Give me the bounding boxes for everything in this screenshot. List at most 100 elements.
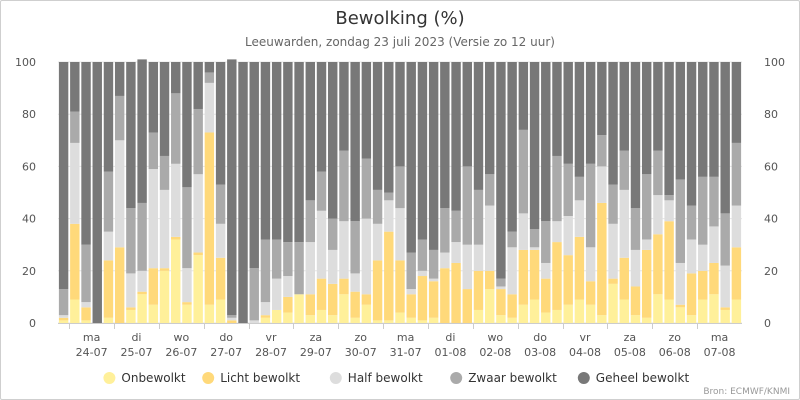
y-tick-label-left: 80 — [22, 108, 36, 121]
bar-segment-licht-bewolkt — [709, 262, 719, 295]
legend-item[interactable]: Geheel bewolkt — [577, 371, 690, 385]
bar-segment-onbewolkt — [271, 309, 282, 323]
bar-segment-half-bewolkt — [720, 265, 730, 308]
bar-segment-zwaar-bewolkt — [686, 205, 697, 240]
bar-segment-zwaar-bewolkt — [249, 268, 259, 321]
bar-segment-licht-bewolkt — [675, 304, 686, 308]
bar-segment-half-bewolkt — [260, 302, 271, 316]
bar-segment-onbewolkt — [126, 309, 136, 323]
bar-segment-half-bewolkt — [395, 208, 405, 261]
bar-segment-licht-bewolkt — [451, 262, 461, 323]
bar-segment-licht-bewolkt — [372, 260, 383, 321]
bar-segment-half-bewolkt — [126, 273, 136, 308]
bar-segment-onbewolkt — [675, 307, 686, 323]
bar-segment-half-bewolkt — [114, 140, 125, 248]
bar-segment-licht-bewolkt — [496, 289, 506, 316]
legend-item[interactable]: Half bewolkt — [329, 371, 423, 385]
bar-segment-onbewolkt — [395, 312, 405, 323]
bar-segment-licht-bewolkt — [171, 236, 181, 240]
bar-segment-geheel-bewolkt — [171, 62, 181, 94]
legend[interactable]: Onbewolkt Licht bewolkt Half bewolkt Zwaar … — [103, 371, 689, 385]
bar-segment-licht-bewolkt — [406, 294, 416, 318]
bar-segment-geheel-bewolkt — [58, 62, 69, 290]
bar-segment-half-bewolkt — [148, 169, 159, 269]
legend-label: Onbewolkt — [121, 371, 185, 385]
bar-segment-zwaar-bewolkt — [720, 213, 730, 266]
bar-segment-geheel-bewolkt — [630, 62, 641, 209]
bar-segment-geheel-bewolkt — [294, 62, 304, 243]
bar-segment-onbewolkt — [137, 294, 147, 323]
bar-segment-licht-bewolkt — [215, 257, 226, 300]
bar-segment-geheel-bewolkt — [227, 59, 237, 316]
x-tick-day: vr — [579, 331, 591, 344]
bar-segment-licht-bewolkt — [283, 296, 293, 313]
bar-segment-onbewolkt — [552, 309, 562, 323]
bar-segment-zwaar-bewolkt — [428, 249, 439, 279]
bar-segment-half-bewolkt — [552, 221, 562, 243]
bar-segment-zwaar-bewolkt — [305, 200, 316, 243]
bar-segment-geheel-bewolkt — [271, 62, 282, 240]
bar-segment-geheel-bewolkt — [361, 62, 372, 159]
bar-segment-half-bewolkt — [406, 289, 416, 295]
y-tick-label-right: 100 — [764, 56, 785, 69]
bar-segment-zwaar-bewolkt — [103, 171, 114, 232]
bar-segment-geheel-bewolkt — [148, 62, 159, 133]
bar-segment-half-bewolkt — [137, 270, 147, 292]
bar-segment-zwaar-bewolkt — [608, 184, 618, 224]
bar-segment-zwaar-bewolkt — [372, 189, 383, 224]
bar-segment-onbewolkt — [406, 317, 416, 323]
bar-segment-zwaar-bewolkt — [271, 239, 282, 279]
bar-segment-onbewolkt — [316, 309, 327, 323]
bar-segment-zwaar-bewolkt — [395, 166, 405, 209]
bar-segment-geheel-bewolkt — [328, 62, 338, 219]
bar-segment-zwaar-bewolkt — [619, 150, 629, 190]
legend-item[interactable]: Onbewolkt — [103, 371, 186, 385]
bar-segment-licht-bewolkt — [126, 307, 136, 310]
x-tick-date: 30-07 — [345, 346, 377, 359]
bar-segment-licht-bewolkt — [417, 276, 428, 321]
bar-segment-onbewolkt — [507, 317, 517, 323]
bar-segment-licht-bewolkt — [182, 302, 192, 305]
bar-segment-licht-bewolkt — [440, 268, 450, 323]
bar-segment-geheel-bewolkt — [406, 62, 416, 253]
bar-segment-zwaar-bewolkt — [664, 195, 674, 201]
bar-segment-half-bewolkt — [316, 210, 327, 279]
bar-segment-half-bewolkt — [103, 231, 114, 261]
bar-segment-zwaar-bewolkt — [137, 202, 147, 271]
bar-segment-licht-bewolkt — [137, 291, 147, 295]
bar-segment-zwaar-bewolkt — [462, 166, 472, 245]
x-tick-date: 24-07 — [76, 346, 108, 359]
legend-label: Geheel bewolkt — [596, 371, 690, 385]
bar-segment-zwaar-bewolkt — [148, 132, 159, 170]
bar-segment-half-bewolkt — [372, 223, 383, 261]
y-tick-label-left: 0 — [29, 317, 36, 330]
x-tick-date: 25-07 — [121, 346, 153, 359]
y-tick-label-left: 20 — [22, 265, 36, 278]
bar-segment-onbewolkt — [283, 312, 293, 323]
bar-segment-zwaar-bewolkt — [563, 163, 573, 216]
bar-segment-half-bewolkt — [563, 215, 573, 256]
bar-segment-onbewolkt — [496, 315, 506, 323]
bar-segment-zwaar-bewolkt — [675, 179, 686, 263]
bar-segment-zwaar-bewolkt — [58, 289, 69, 316]
bar-segment-half-bewolkt — [462, 244, 472, 290]
bar-segment-geheel-bewolkt — [372, 62, 383, 190]
bar-segment-geheel-bewolkt — [126, 62, 136, 209]
bar-segment-onbewolkt — [608, 283, 618, 323]
bar-segment-licht-bewolkt — [395, 260, 405, 313]
bar-segment-zwaar-bewolkt — [653, 150, 663, 196]
bar-segment-half-bewolkt — [58, 315, 69, 318]
bar-segment-half-bewolkt — [641, 239, 652, 250]
bar-segment-licht-bewolkt — [563, 255, 573, 305]
bar-segment-half-bewolkt — [451, 242, 461, 263]
x-tick-day: za — [310, 331, 323, 344]
legend-item[interactable]: Zwaar bewolkt — [450, 371, 557, 385]
bar-segment-geheel-bewolkt — [473, 62, 484, 190]
bar-segment-zwaar-bewolkt — [484, 174, 495, 206]
bar-segment-zwaar-bewolkt — [81, 244, 91, 303]
legend-item[interactable]: Licht bewolkt — [202, 371, 300, 385]
bar-segment-half-bewolkt — [215, 223, 226, 258]
bar-segment-geheel-bewolkt — [484, 62, 495, 175]
bar-segment-onbewolkt — [518, 304, 529, 323]
